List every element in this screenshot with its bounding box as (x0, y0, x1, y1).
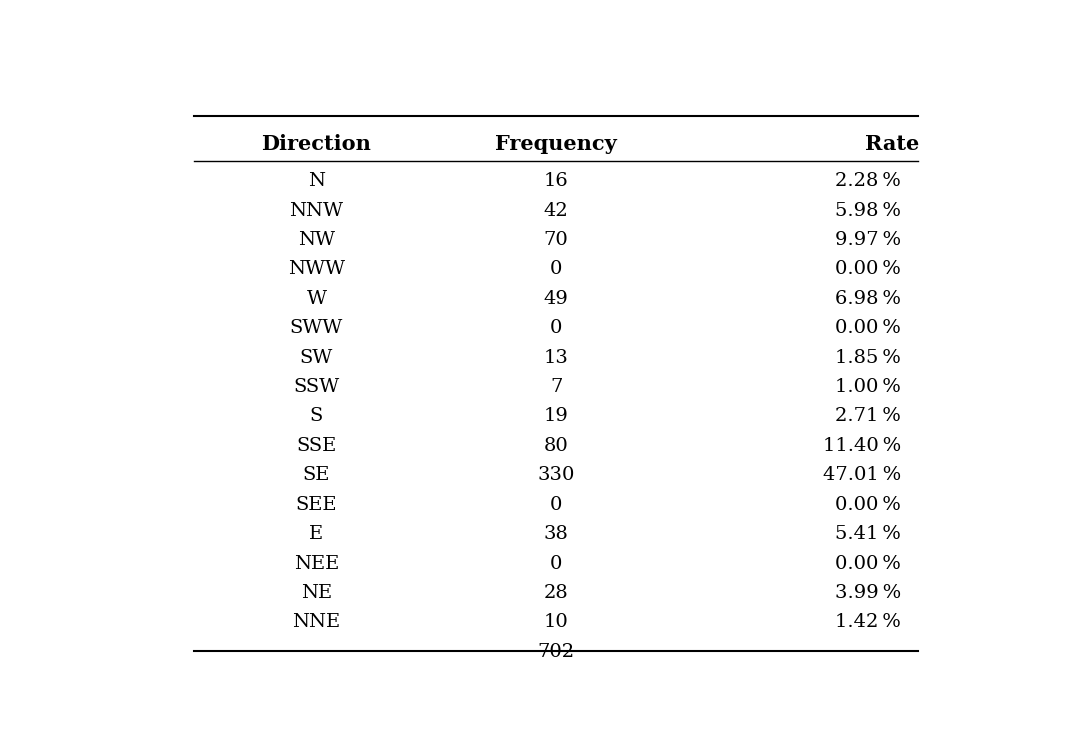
Text: 11.40 %: 11.40 % (822, 437, 901, 455)
Text: 80: 80 (544, 437, 569, 455)
Text: SSW: SSW (293, 378, 340, 396)
Text: 47.01 %: 47.01 % (822, 466, 901, 484)
Text: 0: 0 (550, 260, 562, 278)
Text: SE: SE (303, 466, 330, 484)
Text: SEE: SEE (296, 496, 337, 514)
Text: SW: SW (299, 349, 333, 367)
Text: Rate: Rate (866, 134, 920, 153)
Text: 49: 49 (544, 290, 569, 308)
Text: Direction: Direction (261, 134, 371, 153)
Text: 1.00 %: 1.00 % (835, 378, 901, 396)
Text: E: E (309, 525, 323, 543)
Text: NE: NE (301, 584, 332, 602)
Text: 0: 0 (550, 496, 562, 514)
Text: 0.00 %: 0.00 % (835, 496, 901, 514)
Text: 330: 330 (537, 466, 575, 484)
Text: 0.00 %: 0.00 % (835, 260, 901, 278)
Text: 1.42 %: 1.42 % (835, 614, 901, 632)
Text: 0.00 %: 0.00 % (835, 320, 901, 337)
Text: SWW: SWW (290, 320, 343, 337)
Text: W: W (306, 290, 327, 308)
Text: 702: 702 (537, 643, 575, 661)
Text: 9.97 %: 9.97 % (834, 231, 901, 249)
Text: NNW: NNW (290, 202, 344, 220)
Text: NWW: NWW (288, 260, 345, 278)
Text: 7: 7 (550, 378, 562, 396)
Text: 1.85 %: 1.85 % (835, 349, 901, 367)
Text: 38: 38 (544, 525, 569, 543)
Text: 19: 19 (544, 408, 569, 426)
Text: Frequency: Frequency (495, 134, 617, 153)
Text: NW: NW (298, 231, 335, 249)
Text: 16: 16 (544, 172, 569, 190)
Text: 70: 70 (544, 231, 569, 249)
Text: 5.41 %: 5.41 % (835, 525, 901, 543)
Text: 0: 0 (550, 554, 562, 572)
Text: N: N (308, 172, 324, 190)
Text: 28: 28 (544, 584, 569, 602)
Text: NNE: NNE (292, 614, 341, 632)
Text: 13: 13 (544, 349, 569, 367)
Text: SSE: SSE (296, 437, 336, 455)
Text: 0.00 %: 0.00 % (835, 554, 901, 572)
Text: 10: 10 (544, 614, 569, 632)
Text: S: S (310, 408, 323, 426)
Text: 42: 42 (544, 202, 569, 220)
Text: 6.98 %: 6.98 % (834, 290, 901, 308)
Text: 3.99 %: 3.99 % (834, 584, 901, 602)
Text: 0: 0 (550, 320, 562, 337)
Text: 2.71 %: 2.71 % (835, 408, 901, 426)
Text: 2.28 %: 2.28 % (835, 172, 901, 190)
Text: 5.98 %: 5.98 % (834, 202, 901, 220)
Text: NEE: NEE (294, 554, 339, 572)
